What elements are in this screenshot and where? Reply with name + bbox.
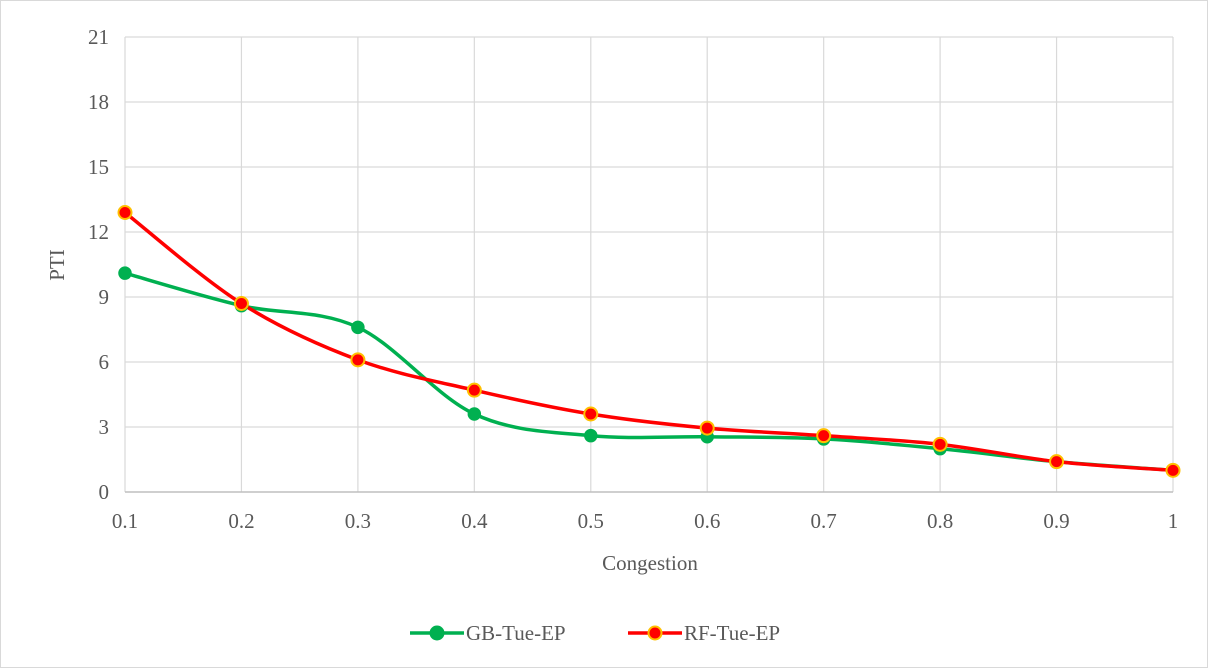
- series-lines: [123, 210, 1175, 473]
- data-point-marker: [117, 205, 133, 220]
- data-point-marker: [583, 406, 599, 422]
- data-point-marker: [351, 320, 365, 335]
- data-point-marker: [1049, 454, 1065, 470]
- x-tick-label: 0.2: [228, 509, 254, 533]
- legend: GB-Tue-EP RF-Tue-EP: [410, 621, 780, 645]
- y-tick-label: 6: [99, 350, 110, 374]
- x-tick-label: 0.3: [345, 509, 371, 533]
- legend-marker: [429, 625, 445, 641]
- data-point-marker: [467, 407, 482, 421]
- y-axis-title: PTI: [45, 249, 69, 281]
- data-point-marker: [816, 428, 832, 444]
- tick-labels: 0 3 6 9 12 15 18 21 0.1 0.2 0.3 0.4 0.5 0.6 0.7 0.8 0.9 1: [88, 25, 1178, 533]
- legend-label: GB-Tue-EP: [466, 621, 566, 645]
- data-point-marker: [1165, 462, 1181, 478]
- data-point-marker: [350, 352, 366, 368]
- data-point-marker: [584, 428, 598, 443]
- x-axis-title: Congestion: [602, 551, 698, 575]
- y-tick-label: 3: [99, 415, 110, 439]
- data-point-marker: [699, 420, 715, 436]
- x-tick-label: 1: [1168, 509, 1179, 533]
- y-tick-label: 15: [88, 155, 109, 179]
- series-line-1: [123, 210, 1175, 473]
- x-tick-label: 0.7: [811, 509, 837, 533]
- x-tick-label: 0.1: [112, 509, 138, 533]
- series-markers: [117, 205, 1181, 478]
- y-tick-label: 0: [99, 480, 110, 504]
- y-tick-label: 18: [88, 90, 109, 114]
- data-point-marker: [932, 436, 948, 452]
- x-tick-label: 0.4: [461, 509, 488, 533]
- x-tick-label: 0.6: [694, 509, 720, 533]
- data-point-marker: [233, 296, 249, 311]
- y-tick-label: 12: [88, 220, 109, 244]
- x-tick-label: 0.5: [578, 509, 604, 533]
- gridlines: [124, 36, 1174, 492]
- legend-label: RF-Tue-EP: [684, 621, 780, 645]
- x-tick-label: 0.8: [927, 509, 953, 533]
- legend-item: RF-Tue-EP: [628, 621, 780, 645]
- x-tick-label: 0.9: [1043, 509, 1069, 533]
- legend-marker: [647, 625, 663, 641]
- data-point-marker: [118, 266, 132, 280]
- data-point-marker: [466, 382, 482, 398]
- y-tick-label: 21: [88, 25, 109, 49]
- legend-item: GB-Tue-EP: [410, 621, 566, 645]
- series-line-0: [123, 271, 1175, 473]
- y-tick-label: 9: [99, 285, 110, 309]
